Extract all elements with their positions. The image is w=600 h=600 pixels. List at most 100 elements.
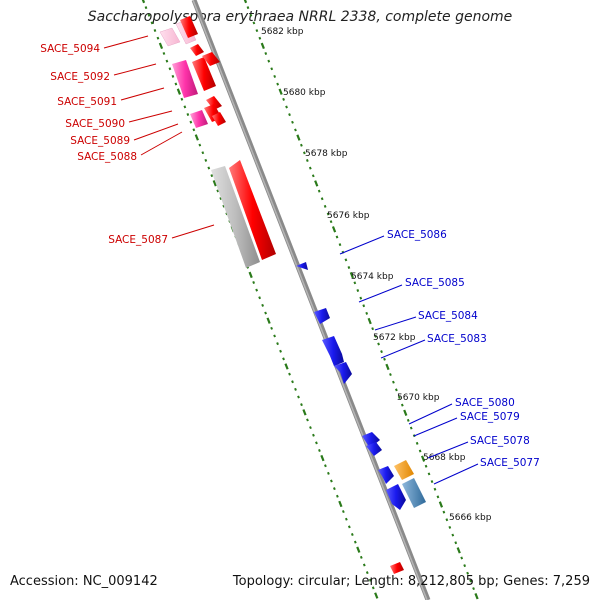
major-tick (456, 547, 461, 554)
minor-tick (252, 281, 256, 284)
minor-tick (333, 487, 336, 491)
minor-tick (338, 243, 342, 247)
minor-tick (445, 518, 449, 522)
gene-label-sace-5085[interactable]: SACE_5085 (405, 277, 465, 289)
gene-label-sace-5092[interactable]: SACE_5092 (50, 71, 110, 83)
gene-label-sace-5090[interactable]: SACE_5090 (65, 118, 125, 130)
minor-tick (377, 342, 380, 346)
major-tick (438, 501, 444, 508)
scale-label: 5680 kbp (283, 88, 326, 98)
major-tick (243, 0, 248, 4)
minor-tick (252, 21, 256, 25)
minor-tick (380, 350, 383, 354)
minor-tick (330, 479, 333, 483)
minor-tick (261, 303, 264, 307)
gene-label-sace-5087[interactable]: SACE_5087 (108, 234, 168, 246)
minor-tick (324, 464, 327, 468)
gene-label-sace-5083[interactable]: SACE_5083 (427, 333, 487, 345)
minor-tick (144, 6, 148, 10)
gene-label-sace-5086[interactable]: SACE_5086 (387, 229, 447, 241)
gene-label-sace-5077[interactable]: SACE_5077 (480, 457, 540, 469)
gene-label-sace-5080[interactable]: SACE_5080 (455, 397, 515, 409)
minor-tick (165, 59, 169, 63)
minor-tick (150, 21, 154, 25)
minor-tick (192, 128, 196, 132)
minor-tick (249, 13, 253, 17)
gene-label-sace-5094[interactable]: SACE_5094 (40, 43, 100, 55)
major-tick (374, 592, 379, 599)
forward-gene-labels: SACE_5094 SACE_5092 SACE_5091 SACE_5090 … (40, 35, 215, 246)
gene-label-sace-5084[interactable]: SACE_5084 (418, 310, 478, 322)
minor-tick (303, 151, 306, 155)
gene-label-sace-5078[interactable]: SACE_5078 (470, 435, 530, 447)
major-tick (356, 546, 361, 553)
gene-sace-5090 (190, 104, 226, 128)
minor-tick (162, 51, 166, 55)
gene-sace-5083 (322, 336, 352, 384)
accession-text: Accession: NC_009142 (10, 574, 158, 589)
major-tick (248, 271, 253, 279)
minor-tick (353, 281, 357, 285)
minor-tick (336, 494, 339, 498)
minor-tick (463, 564, 467, 568)
minor-tick (424, 464, 428, 468)
minor-tick (436, 495, 440, 499)
minor-tick (327, 471, 330, 475)
gene-sace-5091 (206, 96, 222, 110)
minor-tick (276, 82, 280, 86)
minor-tick (365, 311, 369, 315)
scale-label: 5668 kbp (423, 453, 466, 463)
minor-tick (204, 158, 208, 162)
minor-tick (362, 563, 366, 567)
minor-tick (315, 441, 318, 445)
minor-tick (466, 571, 469, 575)
gene-forward-small (390, 562, 404, 574)
gene-label-sace-5091[interactable]: SACE_5091 (57, 96, 117, 108)
minor-tick (270, 67, 274, 71)
minor-tick (344, 258, 348, 262)
major-tick (338, 500, 343, 508)
minor-tick (472, 587, 475, 591)
gene-sace-5087 (211, 160, 276, 268)
major-tick (302, 409, 307, 416)
minor-tick (183, 105, 187, 109)
genome-backbone-highlight (192, 0, 428, 600)
minor-tick (255, 29, 259, 33)
major-tick (260, 42, 265, 50)
major-tick (474, 593, 479, 600)
gene-label-sace-5088[interactable]: SACE_5088 (77, 151, 137, 163)
gene-sace-5084 (314, 308, 330, 324)
map-title: Saccharopolyspora erythraea NRRL 2338, c… (87, 9, 513, 25)
minor-tick (383, 357, 386, 361)
major-tick (349, 271, 354, 279)
minor-tick (362, 304, 366, 308)
minor-tick (201, 151, 205, 155)
gene-sace-5086 (296, 262, 308, 270)
scale-label: 5678 kbp (305, 149, 348, 159)
minor-tick (255, 288, 259, 292)
gene-label-sace-5079[interactable]: SACE_5079 (460, 411, 520, 423)
scale-label: 5682 kbp (261, 27, 304, 37)
minor-tick (258, 36, 262, 40)
scale-label: 5674 kbp (351, 272, 394, 282)
minor-tick (282, 97, 285, 101)
major-tick (296, 134, 301, 141)
minor-tick (433, 487, 437, 491)
minor-tick (186, 113, 190, 117)
gene-label-sace-5089[interactable]: SACE_5089 (70, 135, 130, 147)
gene-sace-5078 (378, 460, 414, 484)
minor-tick (406, 418, 410, 422)
minor-tick (306, 418, 309, 422)
scale-label: 5666 kbp (449, 513, 492, 523)
minor-tick (318, 448, 321, 452)
minor-tick (451, 533, 455, 537)
minor-tick (300, 143, 303, 147)
minor-tick (365, 571, 369, 575)
minor-tick (397, 396, 401, 399)
minor-tick (347, 525, 351, 529)
major-tick (212, 180, 217, 187)
minor-tick (270, 326, 273, 330)
minor-tick (305, 159, 309, 163)
minor-tick (329, 220, 333, 224)
